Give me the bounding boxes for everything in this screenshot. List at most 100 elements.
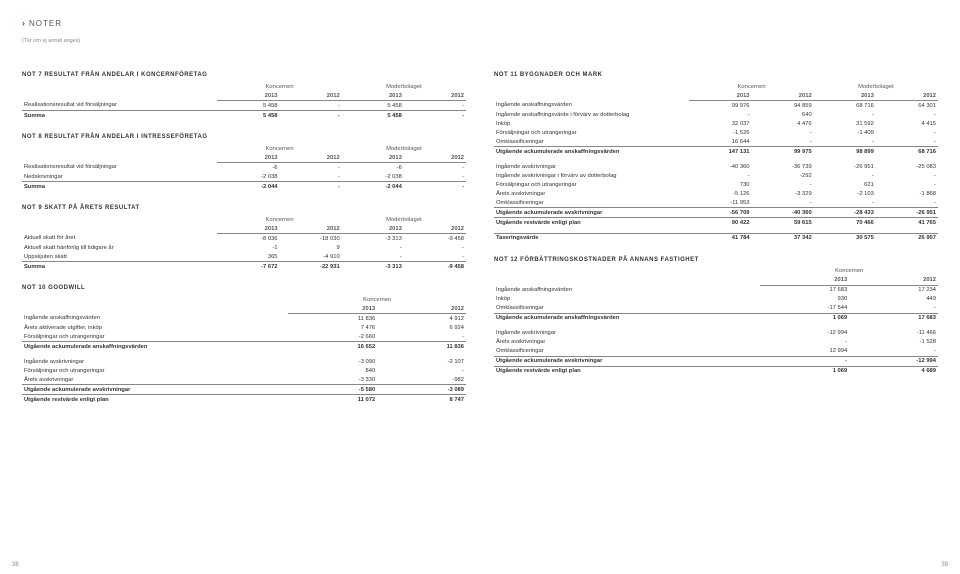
row-label: Årets avskrivningar [22, 375, 288, 385]
row-value: 68 716 [814, 101, 876, 111]
note9-title: NOT 9 SKATT PÅ ÅRETS RESULTAT [22, 205, 466, 211]
row-value: - [280, 172, 342, 182]
row-value: 621 [814, 180, 876, 189]
row-label: Utgående ackumulerade avskrivningar [22, 385, 288, 395]
row-value: -12 994 [760, 329, 849, 338]
row-value: - [342, 252, 404, 262]
row-label: Utgående ackumulerade avskrivningar [494, 356, 760, 366]
row-value: - [752, 198, 814, 208]
row-label: Ingående anskaffningsvärde i förvärv av … [494, 110, 689, 119]
header-title: NOTER [29, 19, 62, 28]
row-value: -26 951 [876, 208, 938, 218]
row-value: -5 580 [288, 385, 377, 395]
row-value: - [404, 252, 466, 262]
row-value: 98 899 [814, 147, 876, 157]
table-row: Aktuell skatt för året-8 036-18 030-3 31… [22, 234, 466, 244]
row-label: Aktuell skatt hänförlig till tidigare år [22, 243, 217, 252]
row-value: -1 [217, 243, 279, 252]
table-row: Omklassificeringar-17 544- [494, 304, 938, 314]
row-value: 26 957 [876, 233, 938, 243]
page-header: › NOTER [22, 18, 938, 28]
table-row: Ingående anskaffningsvärden11 8364 912 [22, 314, 466, 324]
row-value: - [876, 128, 938, 137]
note10-table: Koncernen 20132012 Ingående anskaffnings… [22, 295, 466, 404]
row-value: -11 466 [849, 329, 938, 338]
row-value: 9 [280, 243, 342, 252]
currency-note: (Tkr om ej annat anges) [22, 38, 938, 44]
row-value: -5 126 [689, 189, 751, 198]
row-value: 5 458 [217, 111, 279, 121]
row-value: -25 083 [876, 162, 938, 171]
table-row: Inköp930449 [494, 295, 938, 304]
row-value: 94 859 [752, 101, 814, 111]
row-value: 449 [849, 295, 938, 304]
page-right: 39 [941, 562, 948, 568]
row-value: - [280, 101, 342, 111]
page-numbers: 38 39 [0, 562, 960, 568]
row-value: - [876, 171, 938, 180]
row-label: Utgående ackumulerade avskrivningar [494, 208, 689, 218]
row-value: -4 910 [280, 252, 342, 262]
row-value: -9 458 [404, 262, 466, 272]
table-row: Omklassificeringar-11 953--- [494, 198, 938, 208]
row-label: Inköp [494, 119, 689, 128]
row-value: 7 476 [288, 323, 377, 332]
table-row: Försäljningar och utrangeringar-2 660- [22, 332, 466, 342]
note10-title: NOT 10 GOODWILL [22, 285, 466, 291]
row-value: -2 103 [814, 189, 876, 198]
row-value: -2 044 [342, 182, 404, 192]
row-value: -8 036 [217, 234, 279, 244]
row-value: 68 716 [876, 147, 938, 157]
row-value: 90 422 [689, 218, 751, 228]
table-row: Årets aktiverade utgifter, inköp7 4766 9… [22, 323, 466, 332]
row-value: 64 301 [876, 101, 938, 111]
row-value: - [377, 366, 466, 375]
row-value: 8 747 [377, 395, 466, 405]
row-value: 147 131 [689, 147, 751, 157]
table-row: Årets avskrivningar-3 330-982 [22, 375, 466, 385]
row-value: -2 038 [217, 172, 279, 182]
table-row: Ingående anskaffningsvärden99 97694 8596… [494, 101, 938, 111]
row-label: Ingående avskrivningar [22, 357, 288, 366]
row-label: Utgående restvärde enligt plan [494, 218, 689, 228]
row-value: - [876, 137, 938, 147]
row-value: -40 360 [752, 208, 814, 218]
row-label: Nedskrivningar [22, 172, 217, 182]
row-value: -982 [377, 375, 466, 385]
row-value: 5 458 [342, 111, 404, 121]
table-row: Försäljningar och utrangeringar-1 526--1… [494, 128, 938, 137]
row-value: 41 784 [689, 233, 751, 243]
note7-table: KoncernenModerbolaget 2013201220132012 R… [22, 82, 466, 120]
note12-title: NOT 12 FÖRBÄTTRINGSKOSTNADER PÅ ANNANS F… [494, 257, 938, 263]
row-value: 59 615 [752, 218, 814, 228]
row-value: - [280, 111, 342, 121]
page-left: 38 [12, 562, 19, 568]
row-label: Ingående anskaffningsvärden [22, 314, 288, 324]
row-value: -17 544 [760, 304, 849, 314]
row-value: -11 953 [689, 198, 751, 208]
row-label: Utgående restvärde enligt plan [494, 366, 760, 376]
row-value: -3 090 [288, 357, 377, 366]
row-value: - [814, 171, 876, 180]
row-value: - [689, 171, 751, 180]
row-value: - [849, 347, 938, 357]
table-row: Inköp32 0374 47631 5924 415 [494, 119, 938, 128]
row-value: 365 [217, 252, 279, 262]
row-value: 5 458 [217, 101, 279, 111]
row-value: 930 [760, 295, 849, 304]
note8-table: KoncernenModerbolaget 2013201220132012 R… [22, 144, 466, 191]
row-value: 17 234 [849, 285, 938, 295]
row-value: -28 433 [814, 208, 876, 218]
row-value: - [404, 182, 466, 192]
row-value: 11 836 [288, 314, 377, 324]
row-label: Utgående restvärde enligt plan [22, 395, 288, 405]
row-label: Försäljningar och utrangeringar [22, 366, 288, 375]
row-value: -2 038 [342, 172, 404, 182]
row-label: Omklassificeringar [494, 137, 689, 147]
note8-title: NOT 8 RESULTAT FRÅN ANDELAR I INTRESSEFÖ… [22, 134, 466, 140]
row-label: Realisationsresultat vid försäljningar [22, 163, 217, 173]
note11-title: NOT 11 BYGGNADER OCH MARK [494, 72, 938, 78]
row-value: -18 030 [280, 234, 342, 244]
row-value: 17 683 [760, 285, 849, 295]
row-value: - [377, 332, 466, 342]
